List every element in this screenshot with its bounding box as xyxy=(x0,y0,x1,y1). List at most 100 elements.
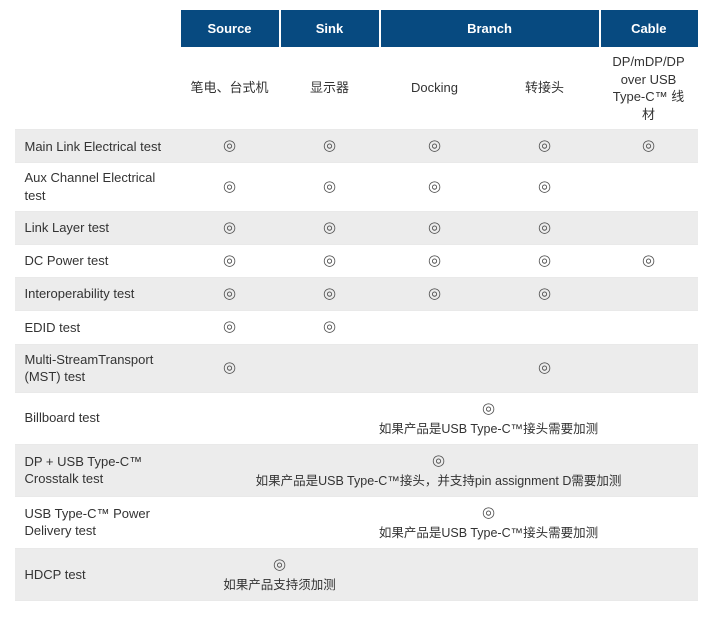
table-row: DP + USB Type-C™ Crosstalk test ◎ 如果产品是USB… xyxy=(15,444,698,496)
cell: ◎ xyxy=(380,130,490,163)
subheader-branch-docking: Docking xyxy=(380,47,490,130)
cell: ◎ xyxy=(380,211,490,244)
cell: ◎ xyxy=(280,211,380,244)
check-mark-icon: ◎ xyxy=(538,137,551,154)
row-label: EDID test xyxy=(15,311,180,344)
cell: ◎ xyxy=(280,244,380,277)
cell xyxy=(600,211,698,244)
check-mark-icon: ◎ xyxy=(223,285,236,302)
subheader-blank xyxy=(15,47,180,130)
row-label: Multi-StreamTransport (MST) test xyxy=(15,344,180,392)
cell: ◎ xyxy=(490,278,600,311)
cell xyxy=(490,311,600,344)
cell: ◎ xyxy=(180,211,280,244)
cell: ◎ xyxy=(490,130,600,163)
table-row: DC Power test◎◎◎◎◎ xyxy=(15,244,698,277)
row-label: USB Type-C™ Power Delivery test xyxy=(15,496,180,548)
cell: ◎ xyxy=(280,311,380,344)
cell xyxy=(380,344,490,392)
cell xyxy=(600,311,698,344)
check-mark-icon: ◎ xyxy=(428,252,441,269)
cell xyxy=(180,392,280,444)
check-mark-icon: ◎ xyxy=(223,359,236,376)
header-branch: Branch xyxy=(380,11,600,47)
note-text: 如果产品支持须加测 xyxy=(188,577,372,594)
cell: ◎ xyxy=(280,163,380,211)
check-mark-icon: ◎ xyxy=(223,137,236,154)
cell: ◎ xyxy=(180,163,280,211)
table-row: Link Layer test◎◎◎◎ xyxy=(15,211,698,244)
check-mark-icon: ◎ xyxy=(188,451,690,471)
cell xyxy=(380,311,490,344)
subheader-cable: DP/mDP/DP over USB Type-C™ 线材 xyxy=(600,47,698,130)
compliance-matrix-table: Source Sink Branch Cable 笔电、台式机 显示器 Dock… xyxy=(14,10,698,601)
header-cable: Cable xyxy=(600,11,698,47)
cell: ◎ xyxy=(180,278,280,311)
cell xyxy=(600,549,698,601)
cell: ◎ xyxy=(280,278,380,311)
table-row: Multi-StreamTransport (MST) test ◎ ◎ xyxy=(15,344,698,392)
cell: ◎ xyxy=(380,244,490,277)
row-label: DP + USB Type-C™ Crosstalk test xyxy=(15,444,180,496)
cell: ◎ xyxy=(280,130,380,163)
row-label: Interoperability test xyxy=(15,278,180,311)
row-label: HDCP test xyxy=(15,549,180,601)
subheader-source: 笔电、台式机 xyxy=(180,47,280,130)
cell: ◎ xyxy=(380,163,490,211)
cell: ◎ xyxy=(490,244,600,277)
table-row: Billboard test ◎如果产品是USB Type-C™接头需要加测 xyxy=(15,392,698,444)
cell xyxy=(180,496,280,548)
note-text: 如果产品是USB Type-C™接头，并支持pin assignment D需要… xyxy=(188,473,690,490)
check-mark-icon: ◎ xyxy=(323,178,336,195)
cell: ◎ xyxy=(490,211,600,244)
check-mark-icon: ◎ xyxy=(323,219,336,236)
check-mark-icon: ◎ xyxy=(223,318,236,335)
note-text: 如果产品是USB Type-C™接头需要加测 xyxy=(288,421,690,438)
subheader-branch-adapter: 转接头 xyxy=(490,47,600,130)
cell: ◎ xyxy=(600,130,698,163)
note-cell: ◎如果产品是USB Type-C™接头需要加测 xyxy=(280,392,698,444)
cell: ◎ xyxy=(180,244,280,277)
table-wrap: Source Sink Branch Cable 笔电、台式机 显示器 Dock… xyxy=(0,0,710,615)
check-mark-icon: ◎ xyxy=(323,137,336,154)
check-mark-icon: ◎ xyxy=(288,503,690,523)
check-mark-icon: ◎ xyxy=(223,178,236,195)
check-mark-icon: ◎ xyxy=(428,285,441,302)
check-mark-icon: ◎ xyxy=(538,219,551,236)
subheader-sink: 显示器 xyxy=(280,47,380,130)
subheader-row: 笔电、台式机 显示器 Docking 转接头 DP/mDP/DP over US… xyxy=(15,47,698,130)
header-sink: Sink xyxy=(280,11,380,47)
check-mark-icon: ◎ xyxy=(538,285,551,302)
table-row: HDCP test ◎ 如果产品支持须加测 xyxy=(15,549,698,601)
table-row: EDID test ◎ ◎ xyxy=(15,311,698,344)
cell: ◎ xyxy=(600,244,698,277)
note-cell: ◎ 如果产品支持须加测 xyxy=(180,549,380,601)
cell: ◎ xyxy=(490,163,600,211)
cell: ◎ xyxy=(380,278,490,311)
table-row: Main Link Electrical test◎◎◎◎◎ xyxy=(15,130,698,163)
note-text: 如果产品是USB Type-C™接头需要加测 xyxy=(288,525,690,542)
cell xyxy=(600,344,698,392)
cell xyxy=(280,344,380,392)
row-label: Link Layer test xyxy=(15,211,180,244)
cell xyxy=(380,549,490,601)
check-mark-icon: ◎ xyxy=(323,318,336,335)
note-cell: ◎ 如果产品是USB Type-C™接头需要加测 xyxy=(280,496,698,548)
table-row: Interoperability test ◎ ◎ ◎ ◎ xyxy=(15,278,698,311)
row-label: Billboard test xyxy=(15,392,180,444)
check-mark-icon: ◎ xyxy=(642,137,655,154)
row-label: DC Power test xyxy=(15,244,180,277)
check-mark-icon: ◎ xyxy=(323,285,336,302)
check-mark-icon: ◎ xyxy=(642,252,655,269)
table-row: USB Type-C™ Power Delivery test ◎ 如果产品是USB… xyxy=(15,496,698,548)
note-cell: ◎ 如果产品是USB Type-C™接头，并支持pin assignment D需… xyxy=(180,444,698,496)
check-mark-icon: ◎ xyxy=(188,555,372,575)
cell xyxy=(490,549,600,601)
check-mark-icon: ◎ xyxy=(428,219,441,236)
check-mark-icon: ◎ xyxy=(538,178,551,195)
header-blank xyxy=(15,11,180,47)
check-mark-icon: ◎ xyxy=(428,137,441,154)
cell: ◎ xyxy=(490,344,600,392)
header-source: Source xyxy=(180,11,280,47)
cell xyxy=(600,278,698,311)
